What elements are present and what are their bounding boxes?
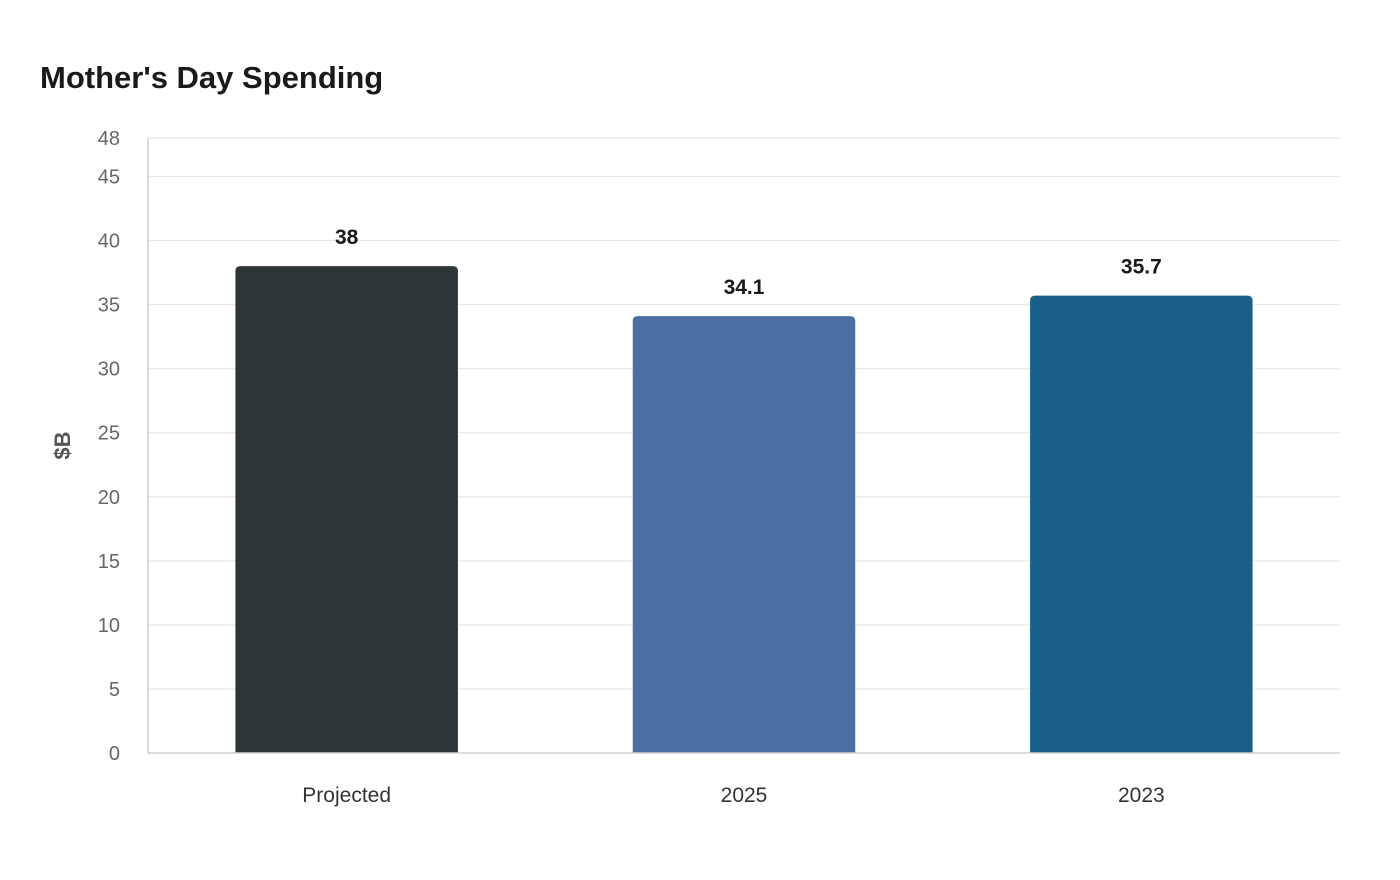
y-tick-label: 15: [98, 551, 120, 573]
bar-2025: [632, 316, 856, 753]
chart-title: Mother's Day Spending: [40, 60, 384, 95]
y-axis-ticks: 0 5 10 15 20 25 30 35 40 45 48: [98, 128, 120, 765]
x-tick-label: Projected: [302, 784, 391, 807]
data-label: 34.1: [724, 276, 765, 299]
y-tick-label: 25: [98, 423, 120, 445]
data-label: 38: [335, 226, 359, 249]
y-tick-label: 45: [98, 166, 120, 188]
y-axis-label: $B: [50, 431, 75, 459]
y-tick-label: 20: [98, 487, 120, 509]
x-tick-label: 2025: [721, 784, 768, 807]
y-tick-label: 48: [98, 128, 120, 150]
y-tick-label: 35: [98, 295, 120, 317]
x-axis-ticks: Projected 2025 2023: [302, 784, 1164, 807]
x-tick-label: 2023: [1118, 784, 1165, 807]
y-tick-label: 30: [98, 359, 120, 381]
y-tick-label: 10: [98, 615, 120, 637]
bar-projected: [235, 266, 458, 753]
y-tick-label: 0: [109, 743, 120, 765]
bars: [235, 266, 1253, 753]
data-labels: 38 34.1 35.7: [335, 226, 1162, 299]
data-label: 35.7: [1121, 256, 1162, 279]
y-tick-label: 5: [109, 679, 120, 701]
bar-2023: [1030, 295, 1253, 753]
y-tick-label: 40: [98, 231, 120, 253]
